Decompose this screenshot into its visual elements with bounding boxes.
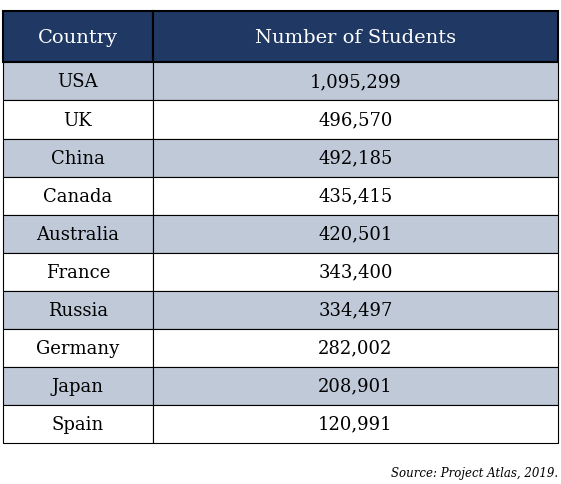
Text: France: France	[45, 263, 110, 281]
Bar	[3, 405, 153, 443]
Bar	[3, 291, 153, 329]
Text: 120,991: 120,991	[318, 415, 393, 433]
Text: 282,002: 282,002	[318, 339, 393, 357]
Bar	[153, 177, 558, 215]
Text: China: China	[51, 149, 105, 167]
Bar	[153, 63, 558, 101]
Bar	[3, 329, 153, 367]
Bar	[3, 101, 153, 139]
Bar	[153, 139, 558, 177]
Text: Russia: Russia	[48, 301, 108, 319]
Text: Spain: Spain	[52, 415, 104, 433]
Bar	[153, 12, 558, 63]
Bar	[153, 291, 558, 329]
Bar	[153, 253, 558, 291]
Text: 492,185: 492,185	[318, 149, 393, 167]
Text: Japan: Japan	[52, 377, 104, 395]
Bar	[3, 63, 153, 101]
Text: 334,497: 334,497	[318, 301, 393, 319]
Text: 420,501: 420,501	[318, 225, 393, 243]
Bar	[3, 253, 153, 291]
Text: Australia: Australia	[36, 225, 119, 243]
Text: Number of Students: Number of Students	[255, 29, 456, 46]
Text: 208,901: 208,901	[318, 377, 393, 395]
Text: USA: USA	[57, 74, 98, 91]
Bar	[3, 215, 153, 253]
Bar	[153, 215, 558, 253]
Bar	[3, 12, 153, 63]
Bar	[153, 329, 558, 367]
Text: Canada: Canada	[43, 187, 112, 205]
Bar	[3, 139, 153, 177]
Text: 496,570: 496,570	[318, 111, 393, 129]
Bar	[3, 367, 153, 405]
Text: 1,095,299: 1,095,299	[310, 74, 401, 91]
Text: Country: Country	[38, 29, 118, 46]
Text: 343,400: 343,400	[318, 263, 393, 281]
Text: Source: Project Atlas, 2019.: Source: Project Atlas, 2019.	[391, 466, 558, 479]
Bar	[153, 367, 558, 405]
Bar	[3, 177, 153, 215]
Text: Germany: Germany	[36, 339, 119, 357]
Text: UK: UK	[63, 111, 92, 129]
Bar	[153, 405, 558, 443]
Bar	[153, 101, 558, 139]
Text: 435,415: 435,415	[318, 187, 393, 205]
